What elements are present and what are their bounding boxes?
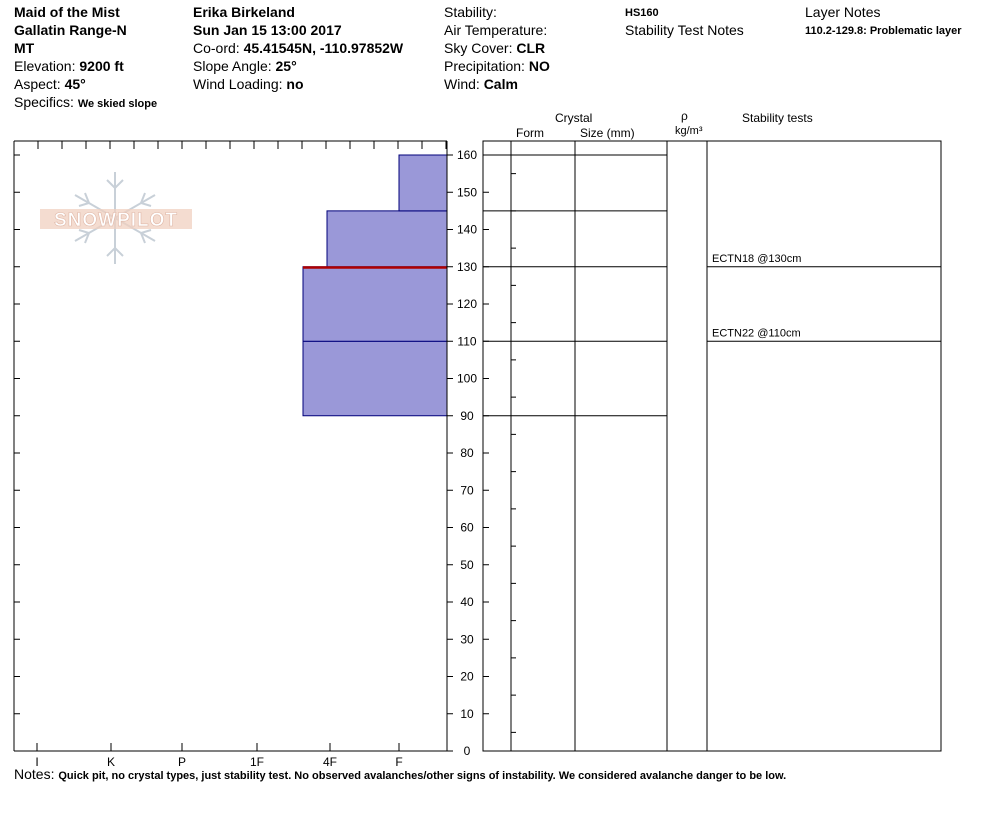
slope-label: Slope Angle: [193, 58, 272, 74]
y-tick-label: 160 [457, 148, 477, 162]
precip-field: Precipitation: NO [444, 57, 550, 75]
y-tick-label: 90 [460, 409, 474, 423]
y-tick-label: 50 [460, 558, 474, 572]
stability-label: Stability: [444, 4, 497, 20]
y-tick-label: 70 [460, 483, 474, 497]
aspect-field: Aspect: 45° [14, 75, 86, 93]
hardness-layer-0 [302, 340, 448, 417]
y-tick-label: 60 [460, 521, 474, 535]
snowpilot-logo: SNOWPILOT [40, 172, 192, 264]
slope-field: Slope Angle: 25° [193, 57, 297, 75]
layer-note-item: 110.2-129.8: Problematic layer [805, 25, 962, 37]
coord-field: Co-ord: 45.41545N, -110.97852W [193, 39, 403, 57]
y-tick-label: 0 [464, 744, 471, 758]
wind-label: Wind: [444, 76, 480, 92]
observer-name: Erika Birkeland [193, 4, 295, 20]
state-name: MT [14, 40, 35, 56]
density-unit-header: kg/m³ [675, 125, 703, 137]
hs-value: HS160 [625, 7, 659, 19]
aspect-label: Aspect: [14, 76, 61, 92]
y-tick-label: 150 [457, 185, 477, 199]
layer-notes-label: Layer Notes [805, 4, 881, 20]
slope-value: 25° [275, 58, 297, 74]
rho-header: ρ [681, 109, 688, 123]
precip-label: Precipitation: [444, 58, 525, 74]
location-name: Maid of the Mist [14, 4, 120, 20]
x-tick-label: F [395, 755, 402, 769]
range-name: Gallatin Range-N [14, 22, 127, 38]
elevation-value: 9200 ft [79, 58, 124, 74]
sky-label: Sky Cover: [444, 40, 513, 56]
coord-value: 45.41545N, -110.97852W [243, 40, 404, 56]
y-tick-label: 100 [457, 372, 477, 386]
specifics-value: We skied slope [77, 98, 158, 110]
y-tick-label: 40 [460, 595, 474, 609]
crystal-header: Crystal [555, 111, 593, 125]
x-tick-label: 1F [250, 755, 264, 769]
wind-value: Calm [483, 76, 518, 92]
y-tick-label: 140 [457, 223, 477, 237]
wind-loading-field: Wind Loading: no [193, 75, 304, 93]
y-tick-label: 20 [460, 670, 474, 684]
wind-loading-value: no [286, 76, 304, 92]
air-temp-label: Air Temperature: [444, 22, 548, 38]
hardness-layer-3 [398, 154, 448, 212]
coord-label: Co-ord: [193, 40, 240, 56]
y-tick-label: 130 [457, 260, 477, 274]
snowpilot-logo-text: SNOWPILOT [54, 210, 178, 231]
observation-datetime: Sun Jan 15 13:00 2017 [193, 22, 342, 38]
notes-label: Notes: [14, 766, 55, 782]
wind-loading-label: Wind Loading: [193, 76, 283, 92]
elevation-label: Elevation: [14, 58, 76, 74]
aspect-value: 45° [64, 76, 86, 92]
stability-test-label: ECTN22 @110cm [712, 327, 801, 339]
notes-field: Notes: Quick pit, no crystal types, just… [14, 765, 786, 785]
elevation-field: Elevation: 9200 ft [14, 57, 124, 75]
specifics-field: Specifics: We skied slope [14, 93, 157, 113]
wind-field: Wind: Calm [444, 75, 518, 93]
x-tick-label: P [178, 755, 186, 769]
stability-test-notes-label: Stability Test Notes [625, 22, 744, 38]
stability-test-label: ECTN18 @130cm [712, 253, 801, 265]
notes-text: Quick pit, no crystal types, just stabil… [58, 770, 787, 782]
y-tick-label: 30 [460, 632, 474, 646]
sky-value: CLR [516, 40, 546, 56]
y-tick-label: 80 [460, 446, 474, 460]
hardness-layer-1 [302, 266, 448, 342]
stability-tests-header: Stability tests [742, 111, 813, 125]
size-header: Size (mm) [580, 126, 635, 140]
form-header: Form [516, 126, 544, 140]
specifics-label: Specifics: [14, 94, 74, 110]
hardness-layer-2 [326, 210, 448, 268]
y-tick-label: 120 [457, 297, 477, 311]
x-tick-label: 4F [323, 755, 337, 769]
y-tick-label: 10 [460, 707, 474, 721]
y-tick-label: 110 [457, 334, 476, 348]
x-tick-label: I [35, 755, 38, 769]
sky-field: Sky Cover: CLR [444, 39, 545, 57]
x-tick-label: K [107, 755, 115, 769]
data-table-frame [482, 140, 942, 752]
precip-value: NO [528, 58, 550, 74]
